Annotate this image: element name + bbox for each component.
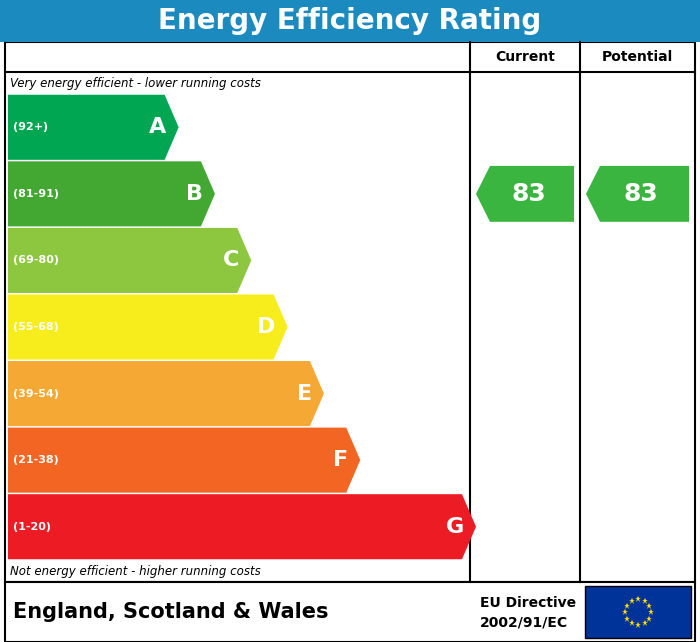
Polygon shape bbox=[8, 428, 360, 492]
Text: (81-91): (81-91) bbox=[13, 189, 59, 199]
Text: EU Directive: EU Directive bbox=[480, 596, 576, 610]
Polygon shape bbox=[8, 95, 178, 160]
Text: Potential: Potential bbox=[602, 50, 673, 64]
Text: Energy Efficiency Rating: Energy Efficiency Rating bbox=[158, 7, 542, 35]
Text: Current: Current bbox=[495, 50, 555, 64]
Text: (92+): (92+) bbox=[13, 122, 48, 132]
Text: G: G bbox=[446, 517, 464, 537]
Bar bbox=[0, 0, 700, 42]
Text: C: C bbox=[223, 250, 239, 270]
Text: Very energy efficient - lower running costs: Very energy efficient - lower running co… bbox=[10, 76, 261, 89]
Bar bbox=[5, 42, 695, 582]
Text: (1-20): (1-20) bbox=[13, 522, 51, 532]
Bar bbox=[585, 586, 691, 638]
Text: E: E bbox=[297, 383, 312, 404]
Polygon shape bbox=[8, 361, 324, 426]
Polygon shape bbox=[8, 295, 288, 360]
Text: England, Scotland & Wales: England, Scotland & Wales bbox=[13, 602, 328, 622]
Polygon shape bbox=[476, 166, 574, 222]
Polygon shape bbox=[586, 166, 689, 222]
Text: (55-68): (55-68) bbox=[13, 322, 59, 332]
Text: B: B bbox=[186, 184, 203, 204]
Bar bbox=[5, 582, 695, 642]
Text: 83: 83 bbox=[511, 182, 546, 206]
Text: 83: 83 bbox=[624, 182, 659, 206]
Text: 2002/91/EC: 2002/91/EC bbox=[480, 616, 568, 630]
Text: (39-54): (39-54) bbox=[13, 388, 59, 399]
Text: Not energy efficient - higher running costs: Not energy efficient - higher running co… bbox=[10, 564, 260, 578]
Text: F: F bbox=[333, 450, 348, 470]
Text: A: A bbox=[149, 117, 167, 137]
Text: D: D bbox=[257, 317, 276, 337]
Polygon shape bbox=[8, 161, 215, 227]
Polygon shape bbox=[8, 494, 476, 559]
Text: (69-80): (69-80) bbox=[13, 256, 59, 265]
Polygon shape bbox=[8, 228, 251, 293]
Text: (21-38): (21-38) bbox=[13, 455, 59, 465]
